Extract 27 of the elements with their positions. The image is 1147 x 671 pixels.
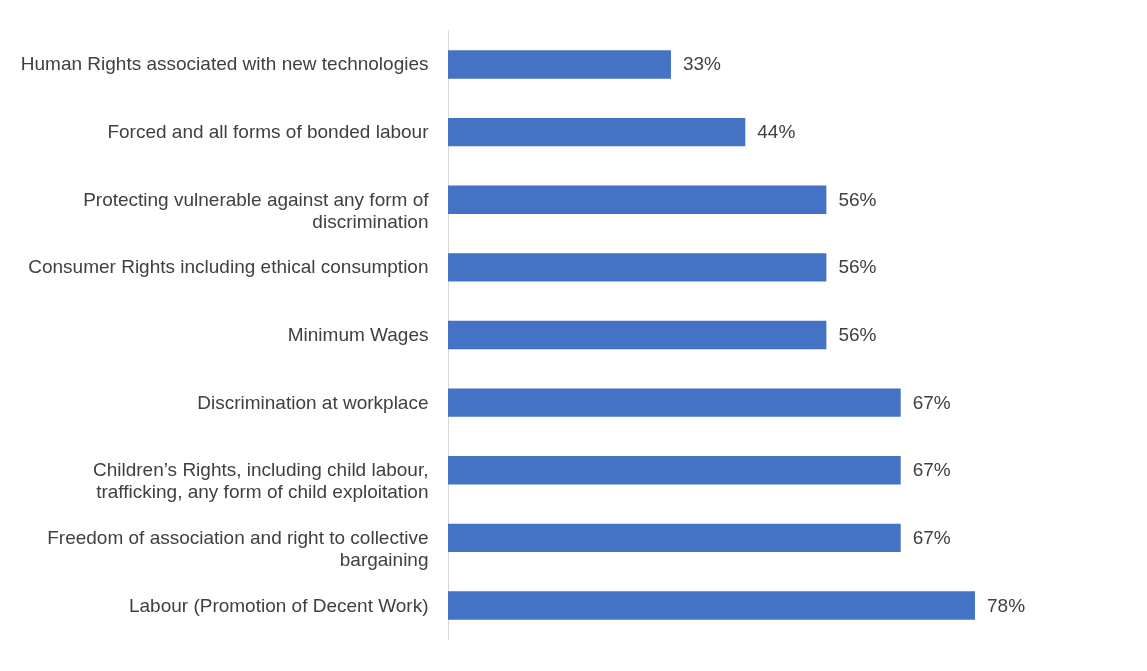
data-label: 56% [838, 188, 877, 210]
data-label: 67% [912, 526, 951, 548]
y-tick-label: Forced and all forms of bonded labour [107, 121, 430, 143]
bar [448, 388, 901, 417]
data-label: 78% [987, 594, 1026, 616]
y-tick-label: Discrimination at workplace [197, 391, 429, 413]
bar [448, 523, 901, 553]
y-tick-label: Human Rights associated with new technologies [20, 53, 429, 75]
data-label: 67% [912, 459, 951, 481]
data-label: 56% [838, 256, 877, 278]
bar [448, 185, 827, 214]
bar [448, 50, 671, 79]
data-label: 33% [682, 53, 722, 75]
bar [448, 591, 976, 620]
y-tick-label: Consumer Rights including ethical consumption [28, 256, 429, 278]
y-tick-label: Labour (Promotion of Decent Work) [128, 594, 429, 616]
y-tick-label: Freedom of association and right to collective bargaining [47, 526, 429, 570]
y-tick-label: Minimum Wages [287, 324, 429, 345]
bar [448, 253, 827, 282]
y-tick-label: Protecting vulnerable against any form of discrimination [83, 188, 430, 232]
bar [448, 456, 901, 485]
bar [448, 117, 746, 147]
y-tick-label: Children’s Rights, including child labour, trafficking, any form of child exploitation [92, 459, 429, 503]
data-label: 56% [838, 324, 877, 345]
data-label: 67% [912, 391, 951, 413]
bar [448, 320, 827, 350]
data-label: 44% [757, 121, 796, 143]
